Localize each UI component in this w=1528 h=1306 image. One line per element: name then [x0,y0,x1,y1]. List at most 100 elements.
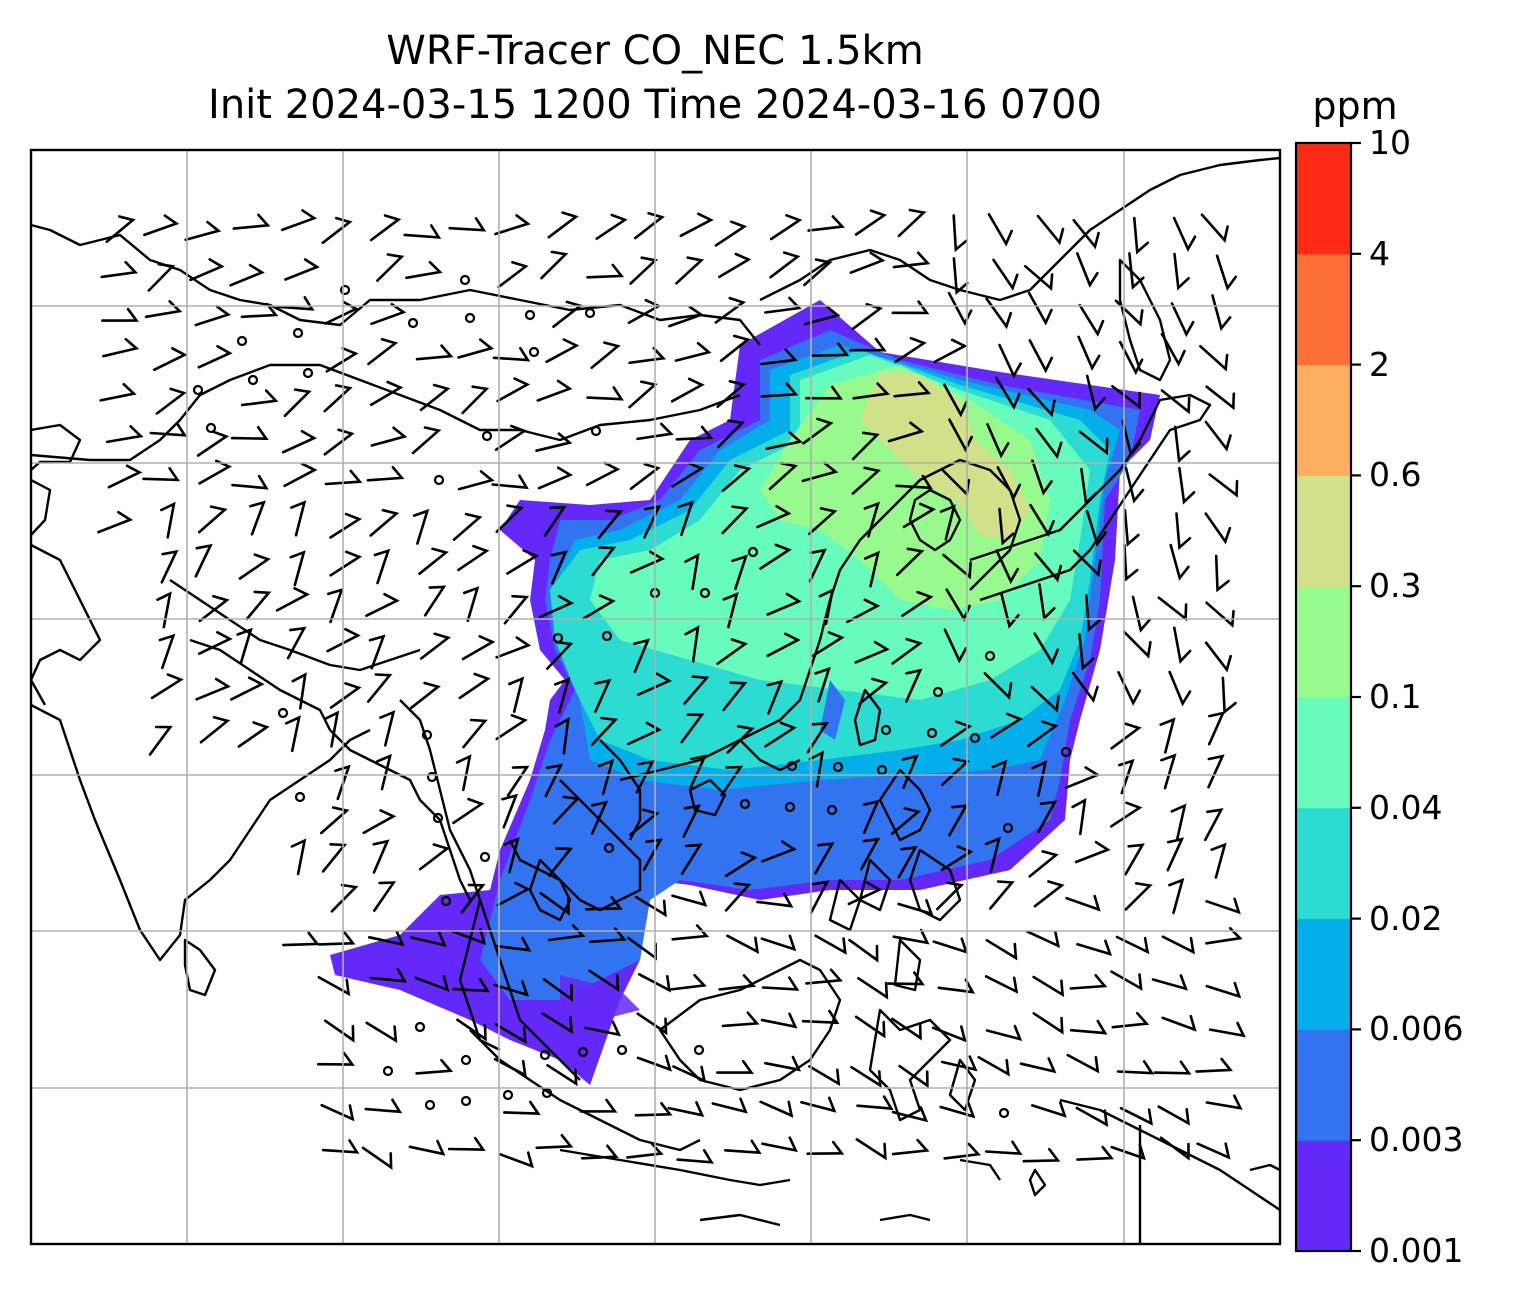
wind-barb [541,1012,573,1034]
wind-barb [984,1140,1023,1156]
wind-barb [1166,837,1185,872]
wind-barb [537,466,574,490]
wind-barb [245,590,272,621]
wind-barb [760,382,799,398]
wind-barb [580,1144,619,1160]
wind-barb [932,937,969,955]
wind-barb [667,1101,705,1118]
wind-barb [197,345,233,369]
calm-wind-circle [426,771,438,783]
wind-barb [547,924,586,942]
calm-wind-circle [192,384,204,396]
wind-barb [1080,467,1098,506]
wind-barb [808,1065,841,1087]
wind-barb [494,1023,527,1045]
wind-barb [1122,630,1152,659]
wind-barb [811,631,845,657]
wind-barb [418,547,449,575]
wind-barb [317,975,351,997]
calm-wind-circle [880,724,892,736]
wind-barb [230,676,265,701]
wind-barb [1128,252,1145,290]
wind-barb [538,594,575,619]
wind-barb [411,426,442,455]
wind-barb [369,380,404,407]
wind-barb [891,300,930,315]
wind-barb [802,417,834,445]
wind-barb [897,899,934,916]
wind-barb [379,710,396,747]
wind-barb [718,252,752,279]
wind-barb [410,931,447,948]
wind-barb [597,758,615,795]
wind-barb [669,973,707,991]
calm-wind-circle [603,842,615,854]
wind-barb [891,1138,930,1156]
wind-barb [1204,808,1224,842]
calm-wind-circle [528,346,540,358]
wind-barb [1029,503,1055,537]
wind-barb [943,1142,981,1160]
wind-barb [986,423,1010,459]
wind-barb [536,379,573,402]
wind-barb [594,678,612,713]
wind-barb [1085,594,1101,633]
wind-barb [1078,303,1105,337]
wind-barb [370,426,408,447]
wind-barb [670,377,705,403]
wind-barb [498,1151,534,1169]
wind-barb [848,337,887,352]
colorbar-segment [1296,1140,1351,1252]
wind-barb [317,1051,355,1066]
wind-barb [1116,1060,1155,1075]
colorbar-tick-label: 2 [1369,344,1390,384]
map-frame [29,148,1282,1246]
colorbar-tick-label: 0.6 [1369,455,1422,495]
wind-barb [716,638,749,665]
wind-barb [801,461,839,483]
wind-barb [184,220,222,242]
wind-barb [892,928,930,945]
wind-barb [334,764,351,801]
wind-barb [457,544,490,572]
wind-barb [1111,385,1142,410]
wind-barb [101,307,139,322]
wind-barb [764,296,802,314]
wind-barb [1208,473,1239,498]
wind-barb [1153,1060,1192,1075]
wind-barb [584,1020,622,1037]
wind-barb [858,677,889,706]
wind-barb [937,978,975,994]
wind-barb [814,934,847,955]
calm-wind-markers [192,274,1072,1119]
wind-barb [231,474,269,490]
wind-barb [856,1095,894,1111]
wind-barb [1032,975,1065,998]
wind-barb [810,880,830,914]
wind-barb [285,715,301,753]
colorbar-tick-label: 0.3 [1369,566,1422,606]
wind-barb [1028,850,1059,878]
calm-wind-circle [339,284,351,296]
wind-barb [1207,711,1226,746]
wind-barb [1085,374,1106,412]
calm-wind-circle [460,1054,472,1066]
wind-barb [760,934,797,952]
colorbar-tick-label: 4 [1369,233,1390,273]
wind-barb [1160,753,1177,790]
calm-wind-circle [432,812,444,824]
wind-barb [998,343,1022,379]
wind-barb [546,1064,578,1087]
wind-barb [890,807,922,835]
calm-wind-circle [826,804,838,816]
wind-barb [814,842,835,875]
wind-barb [760,348,798,366]
wind-barb [1200,213,1229,243]
wind-barb [372,839,390,874]
wind-barb [589,927,627,944]
wind-barb [1211,294,1232,332]
wind-barb [1178,466,1196,505]
colorbar-tick-label: 0.02 [1369,898,1443,938]
wind-barb [236,627,253,664]
wind-barb [403,224,442,239]
